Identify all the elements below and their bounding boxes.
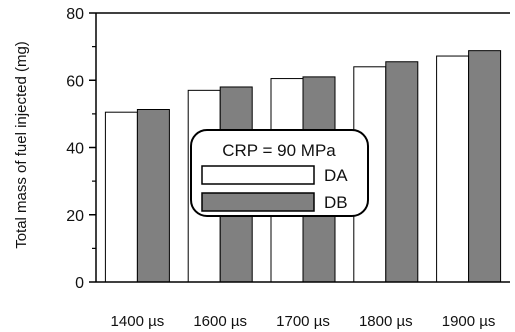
bar-da-4 <box>436 55 470 283</box>
bar-da-0 <box>104 111 138 283</box>
x-tick-label-0: 1400 µs <box>111 313 165 330</box>
y-axis-label: Total mass of fuel injected (mg) <box>13 41 30 249</box>
bar-db-3 <box>385 61 419 283</box>
legend-swatch-db <box>201 192 315 212</box>
y-tick-label-4: 80 <box>66 6 84 23</box>
y-tick-label-0: 0 <box>75 275 84 292</box>
y-axis: 0 20 40 60 80 <box>66 6 510 292</box>
legend-label-da: DA <box>324 166 348 185</box>
y-tick-label-1: 20 <box>66 208 84 225</box>
legend-swatch-da <box>201 165 315 185</box>
y-tick-label-3: 60 <box>66 73 84 90</box>
x-axis: 1400 µs 1600 µs 1700 µs 1800 µs 1900 µs <box>96 281 510 330</box>
bar-db-0 <box>136 109 170 283</box>
legend: CRP = 90 MPa DA DB <box>190 129 369 217</box>
x-tick-label-2: 1700 µs <box>276 313 330 330</box>
x-tick-label-1: 1600 µs <box>193 313 247 330</box>
legend-label-db: DB <box>324 193 348 212</box>
x-tick-label-4: 1900 µs <box>442 313 496 330</box>
bar-db-4 <box>468 50 502 283</box>
x-tick-label-3: 1800 µs <box>359 313 413 330</box>
y-tick-label-2: 40 <box>66 141 84 158</box>
legend-title: CRP = 90 MPa <box>222 141 336 160</box>
